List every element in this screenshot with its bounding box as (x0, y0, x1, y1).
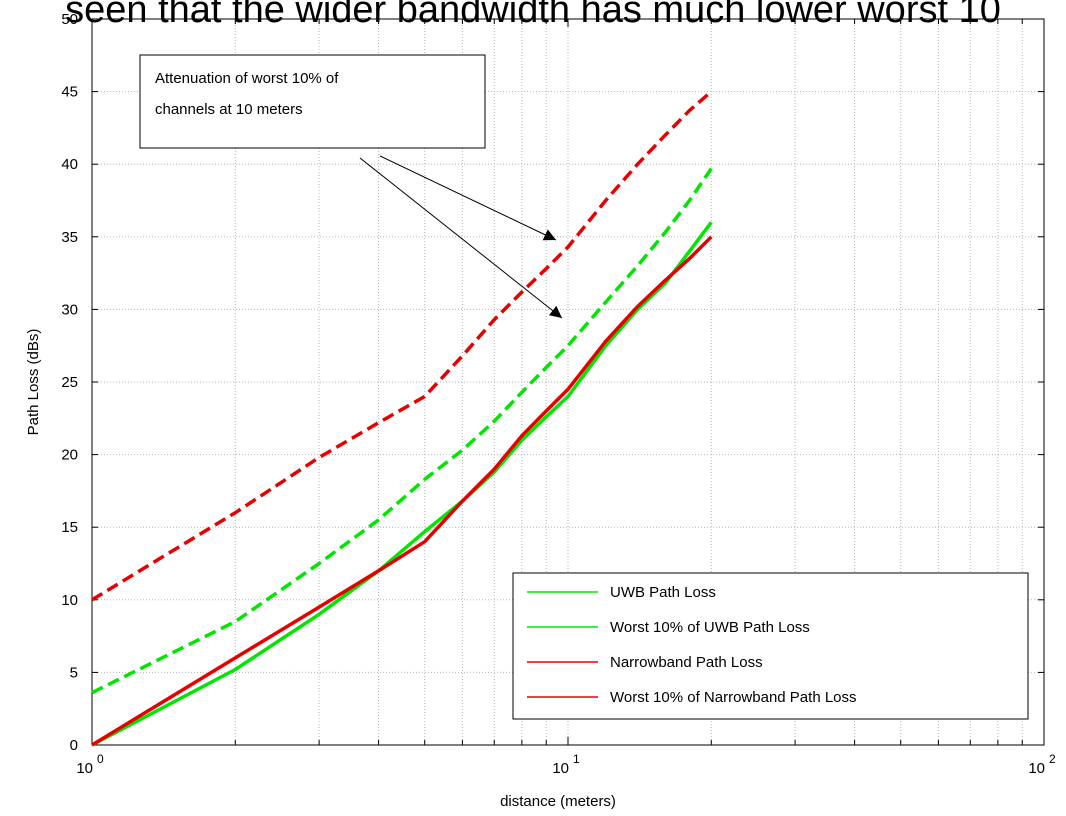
y-tick-label: 10 (61, 592, 78, 609)
annotation-text-line-2: channels at 10 meters (155, 101, 303, 118)
y-axis-ticks: 0 5 10 15 20 25 30 35 40 45 50 (61, 11, 1044, 754)
annotation-arrow-1 (379, 155, 557, 241)
banner-text: seen that the wider bandwidth has much l… (65, 0, 1001, 31)
legend-label: UWB Path Loss (610, 584, 716, 601)
series-line-2 (91, 167, 713, 695)
legend-box (512, 572, 1029, 720)
y-tick-label: 45 (61, 84, 78, 101)
legend-label: Worst 10% of Narrowband Path Loss (610, 689, 857, 706)
y-tick-label: 30 (61, 301, 78, 318)
x-axis-ticks: 100 101 102 (76, 19, 1056, 777)
legend: UWB Path Loss Worst 10% of UWB Path Loss N… (512, 572, 1029, 720)
annotation: Attenuation of worst 10% of channels at … (139, 54, 563, 319)
annotation-box (139, 54, 486, 149)
y-tick-label: 40 (61, 156, 78, 173)
x-axis-label: distance (meters) (500, 793, 616, 810)
series-line-3 (91, 235, 713, 747)
series-lines (91, 90, 713, 747)
y-tick-label: 5 (70, 664, 78, 681)
series-line-4 (91, 90, 713, 602)
y-tick-label: 25 (61, 374, 78, 391)
legend-label: Worst 10% of UWB Path Loss (610, 619, 810, 636)
series-line-1 (91, 221, 713, 747)
y-tick-label: 50 (61, 11, 78, 28)
x-tick-label: 101 (552, 752, 580, 777)
annotation-text-line-1: Attenuation of worst 10% of (155, 70, 339, 87)
y-tick-label: 20 (61, 447, 78, 464)
x-tick-label: 102 (1028, 752, 1056, 777)
legend-label: Narrowband Path Loss (610, 654, 763, 671)
x-tick-label: 100 (76, 752, 104, 777)
annotation-arrow-2 (359, 157, 563, 319)
y-tick-label: 35 (61, 229, 78, 246)
y-tick-label: 15 (61, 519, 78, 536)
y-tick-label: 0 (70, 737, 78, 754)
y-axis-label: Path Loss (dBs) (25, 329, 42, 436)
